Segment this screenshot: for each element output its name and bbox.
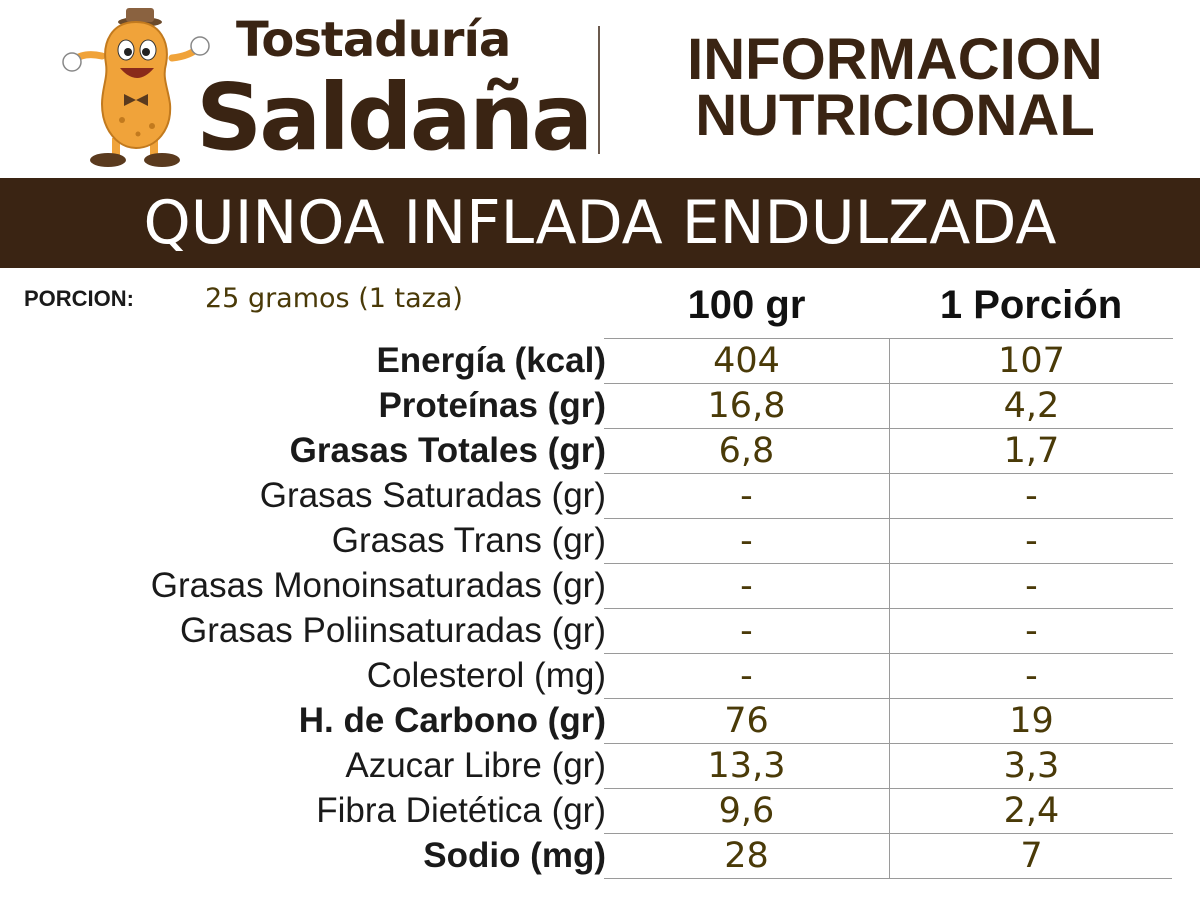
nutrient-name: Grasas Monoinsaturadas (gr): [150, 566, 606, 605]
info-title-line1: INFORMACION: [687, 27, 1103, 92]
value-100g: 16,8: [604, 383, 889, 428]
value-portion: -: [889, 518, 1173, 563]
nutrient-name: Grasas Trans (gr): [331, 521, 606, 560]
table-row: H. de Carbono (gr) 76 19: [0, 698, 1200, 743]
table-row: Grasas Trans (gr) - -: [0, 518, 1200, 563]
column-header-portion: 1 Porción: [939, 283, 1123, 327]
table-row: Colesterol (mg) - -: [0, 653, 1200, 698]
nutrient-name: Azucar Libre (gr): [345, 746, 606, 785]
portion-label: PORCION:: [24, 286, 134, 311]
value-portion: 4,2: [889, 383, 1173, 428]
value-100g: -: [604, 608, 889, 653]
value-portion: -: [889, 563, 1173, 608]
value-portion: -: [889, 653, 1173, 698]
table-row: Grasas Saturadas (gr) - -: [0, 473, 1200, 518]
table-row: Fibra Dietética (gr) 9,6 2,4: [0, 788, 1200, 833]
info-title-line2: NUTRICIONAL: [695, 83, 1095, 148]
nutrient-name: Sodio (mg): [423, 836, 606, 875]
table-row: Azucar Libre (gr) 13,3 3,3: [0, 743, 1200, 788]
brand-name-line1: Tostaduría: [236, 12, 511, 68]
value-100g: -: [604, 653, 889, 698]
value-100g: -: [604, 473, 889, 518]
value-portion: -: [889, 473, 1173, 518]
table-bottom-border: [604, 878, 1172, 879]
nutrient-name: Grasas Totales (gr): [289, 431, 606, 470]
value-portion: 7: [889, 833, 1173, 878]
portion-value: 25 gramos (1 taza): [205, 283, 463, 314]
value-100g: -: [604, 518, 889, 563]
value-100g: 6,8: [604, 428, 889, 473]
column-header-100g: 100 gr: [687, 283, 806, 327]
nutrient-name: Grasas Saturadas (gr): [259, 476, 606, 515]
table-row: Energía (kcal) 404 107: [0, 338, 1200, 383]
value-100g: 76: [604, 698, 889, 743]
value-portion: -: [889, 608, 1173, 653]
peanut-mascot-icon: [62, 8, 210, 167]
value-portion: 1,7: [889, 428, 1173, 473]
brand-name-line2: Saldaña: [196, 64, 593, 171]
info-title: INFORMACION NUTRICIONAL: [640, 27, 1150, 148]
nutrient-name: Energía (kcal): [376, 341, 606, 380]
table-row: Grasas Totales (gr) 6,8 1,7: [0, 428, 1200, 473]
table-row: Proteínas (gr) 16,8 4,2: [0, 383, 1200, 428]
value-portion: 2,4: [889, 788, 1173, 833]
nutrient-name: Grasas Poliinsaturadas (gr): [180, 611, 606, 650]
nutrient-name: Proteínas (gr): [378, 386, 606, 425]
nutrient-name: Colesterol (mg): [366, 656, 606, 695]
header-divider: [598, 26, 600, 154]
value-100g: -: [604, 563, 889, 608]
value-100g: 28: [604, 833, 889, 878]
value-100g: 9,6: [604, 788, 889, 833]
table-row: Sodio (mg) 28 7: [0, 833, 1200, 878]
product-banner: QUINOA INFLADA ENDULZADA: [0, 178, 1200, 268]
value-100g: 13,3: [604, 743, 889, 788]
table-row: Grasas Monoinsaturadas (gr) - -: [0, 563, 1200, 608]
nutrient-name: H. de Carbono (gr): [298, 701, 606, 740]
nutrition-table: Energía (kcal) 404 107 Proteínas (gr) 16,8 4,…: [0, 338, 1200, 878]
table-row: Grasas Poliinsaturadas (gr) - -: [0, 608, 1200, 653]
value-100g: 404: [604, 338, 889, 383]
value-portion: 19: [889, 698, 1173, 743]
value-portion: 3,3: [889, 743, 1173, 788]
nutrient-name: Fibra Dietética (gr): [316, 791, 606, 830]
value-portion: 107: [889, 338, 1173, 383]
